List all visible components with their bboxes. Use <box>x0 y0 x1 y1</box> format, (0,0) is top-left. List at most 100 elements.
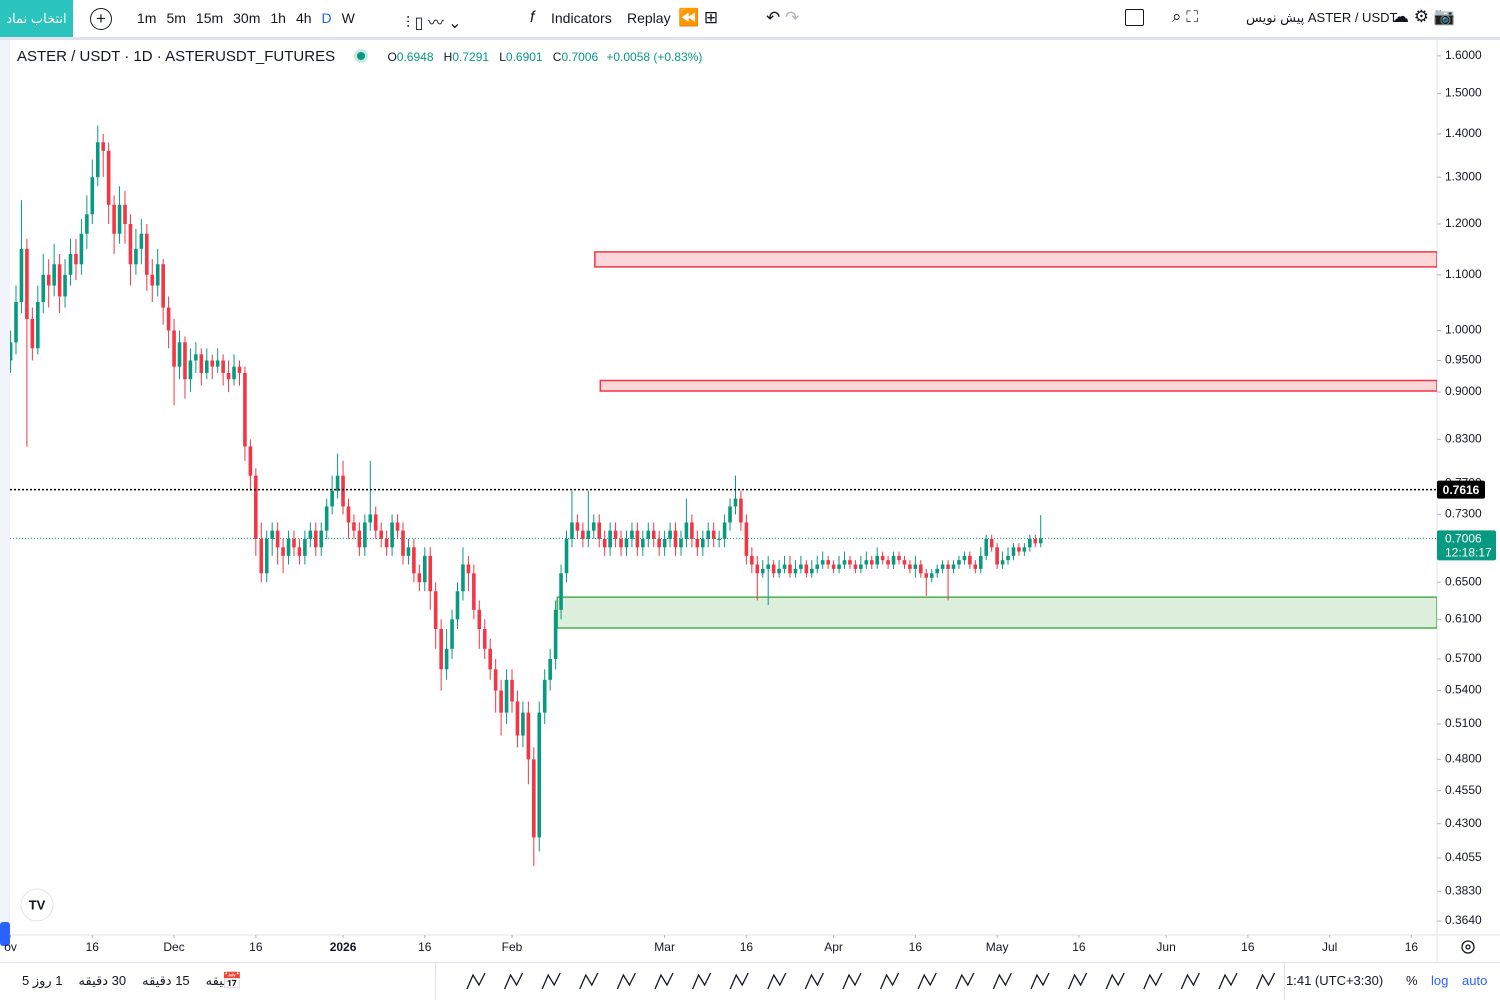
percent-toggle[interactable]: % <box>1406 973 1418 988</box>
drawing-tool[interactable] <box>1143 972 1163 990</box>
chart-type-icons[interactable]: ⫶ ▯ 〰 ⌄ <box>406 15 462 32</box>
interval-button[interactable]: 30m <box>233 10 261 26</box>
goto-date[interactable]: 📅 <box>222 973 242 990</box>
candle-body <box>630 530 634 539</box>
candle-body <box>946 564 950 569</box>
drawing-tool[interactable] <box>729 972 749 990</box>
candle-body <box>848 560 852 565</box>
alert-button[interactable] <box>1125 9 1144 26</box>
candle-body <box>831 564 836 569</box>
candle-body <box>172 330 176 367</box>
candle-body <box>608 530 612 548</box>
x-tick-label: 16 <box>86 940 100 954</box>
drawing-tool[interactable] <box>466 972 486 990</box>
svg-text:TV: TV <box>29 897 46 912</box>
x-tick-label: Jun <box>1156 940 1175 954</box>
candle-body <box>957 560 961 565</box>
range-button[interactable]: 5 دقیقه <box>22 973 236 988</box>
drawing-tool[interactable] <box>504 972 524 990</box>
auto-toggle[interactable]: auto <box>1462 973 1488 988</box>
candle-body <box>695 538 700 548</box>
drawing-tool[interactable] <box>804 972 824 990</box>
interval-button[interactable]: 5m <box>166 10 186 26</box>
candle-body <box>864 560 869 565</box>
candle-body <box>52 264 56 286</box>
candle-body <box>248 446 253 476</box>
range-button[interactable]: 1 روز <box>32 973 63 988</box>
symbol-search-button[interactable]: انتخاب نماد <box>0 0 73 37</box>
drawing-tool[interactable] <box>541 972 561 990</box>
drawing-tool[interactable] <box>616 972 636 990</box>
sidebar-toggle[interactable] <box>0 922 10 946</box>
axis-settings[interactable] <box>1461 940 1475 954</box>
interval-button[interactable]: D <box>321 10 332 26</box>
add-symbol[interactable]: + <box>90 8 112 30</box>
candle-body <box>766 564 770 569</box>
drawing-tool[interactable] <box>1105 972 1125 990</box>
y-tick-label: 1.2000 <box>1445 216 1482 230</box>
candle-body <box>940 564 945 569</box>
drawing-tool[interactable] <box>917 972 937 990</box>
undo-redo[interactable]: ↶ ↷ <box>766 8 800 27</box>
drawing-tool[interactable] <box>767 972 787 990</box>
x-tick-label: Apr <box>824 940 843 954</box>
x-tick-label: May <box>986 940 1009 954</box>
log-toggle[interactable]: log <box>1431 973 1449 988</box>
drawing-tool[interactable] <box>1030 972 1050 990</box>
candle-body <box>254 475 258 539</box>
interval-button[interactable]: 15m <box>195 10 224 26</box>
layout-name[interactable]: پیش نویس ASTER / USDT <box>1246 10 1398 25</box>
range-button[interactable]: 30 دقیقه <box>78 973 127 988</box>
drawing-tool[interactable] <box>992 972 1012 990</box>
close-value: 0.7006 <box>561 50 599 64</box>
candle-body <box>586 530 591 539</box>
candle-body <box>466 564 471 574</box>
range-button[interactable]: 15 دقیقه <box>142 973 190 988</box>
save-settings-snapshot[interactable]: ☁ ⚙ 📷 <box>1392 7 1455 26</box>
indicators-button[interactable]: Indicators <box>551 10 612 26</box>
candle-body <box>384 538 389 548</box>
candle-body <box>281 547 285 556</box>
candle-body <box>1017 547 1021 552</box>
candle-body <box>515 701 520 736</box>
drawing-tool[interactable] <box>1068 972 1088 990</box>
x-tick-label: 16 <box>1072 940 1086 954</box>
candle-body <box>117 204 122 234</box>
interval-list: 1m 5m 15m 30m 1h 4h D W <box>137 10 365 26</box>
candle-body <box>810 568 814 574</box>
drawing-tool[interactable] <box>654 972 674 990</box>
interval-button[interactable]: 1m <box>137 10 157 26</box>
candle-body <box>744 522 749 556</box>
x-tick-label: 16 <box>1405 940 1419 954</box>
candle-body <box>875 555 880 565</box>
candle-body <box>194 354 198 361</box>
drawing-tool[interactable] <box>692 972 712 990</box>
replay-button[interactable]: Replay <box>627 10 671 26</box>
drawing-tool[interactable] <box>842 972 862 990</box>
candle-body <box>820 560 825 565</box>
candle-body <box>526 712 531 760</box>
drawing-tool[interactable] <box>579 972 599 990</box>
y-tick-label: 0.4550 <box>1445 783 1482 797</box>
drawing-tool[interactable] <box>880 972 900 990</box>
candle-body <box>771 564 776 574</box>
drawing-tool[interactable] <box>1180 972 1200 990</box>
change-value: +0.0058 (+0.83%) <box>606 50 703 64</box>
y-tick-label: 0.9000 <box>1445 384 1482 398</box>
candle-body <box>417 573 422 583</box>
interval-button[interactable]: 1h <box>270 10 286 26</box>
candle-body <box>303 538 307 556</box>
search-fullscreen[interactable]: ⌕ ⛶ <box>1172 7 1199 26</box>
candle-body <box>95 142 100 178</box>
interval-button[interactable]: 4h <box>295 10 312 26</box>
candle-body <box>433 591 438 629</box>
candle-body <box>564 538 569 574</box>
candle-body <box>799 564 803 569</box>
interval-button[interactable]: W <box>341 10 355 26</box>
candle-body <box>85 214 89 234</box>
drawing-tool[interactable] <box>955 972 975 990</box>
drawing-tool[interactable] <box>1256 972 1276 990</box>
replay-icon: ⏪ ⊞ <box>678 8 719 27</box>
drawing-tool[interactable] <box>1218 972 1238 990</box>
candle-body <box>646 530 651 539</box>
